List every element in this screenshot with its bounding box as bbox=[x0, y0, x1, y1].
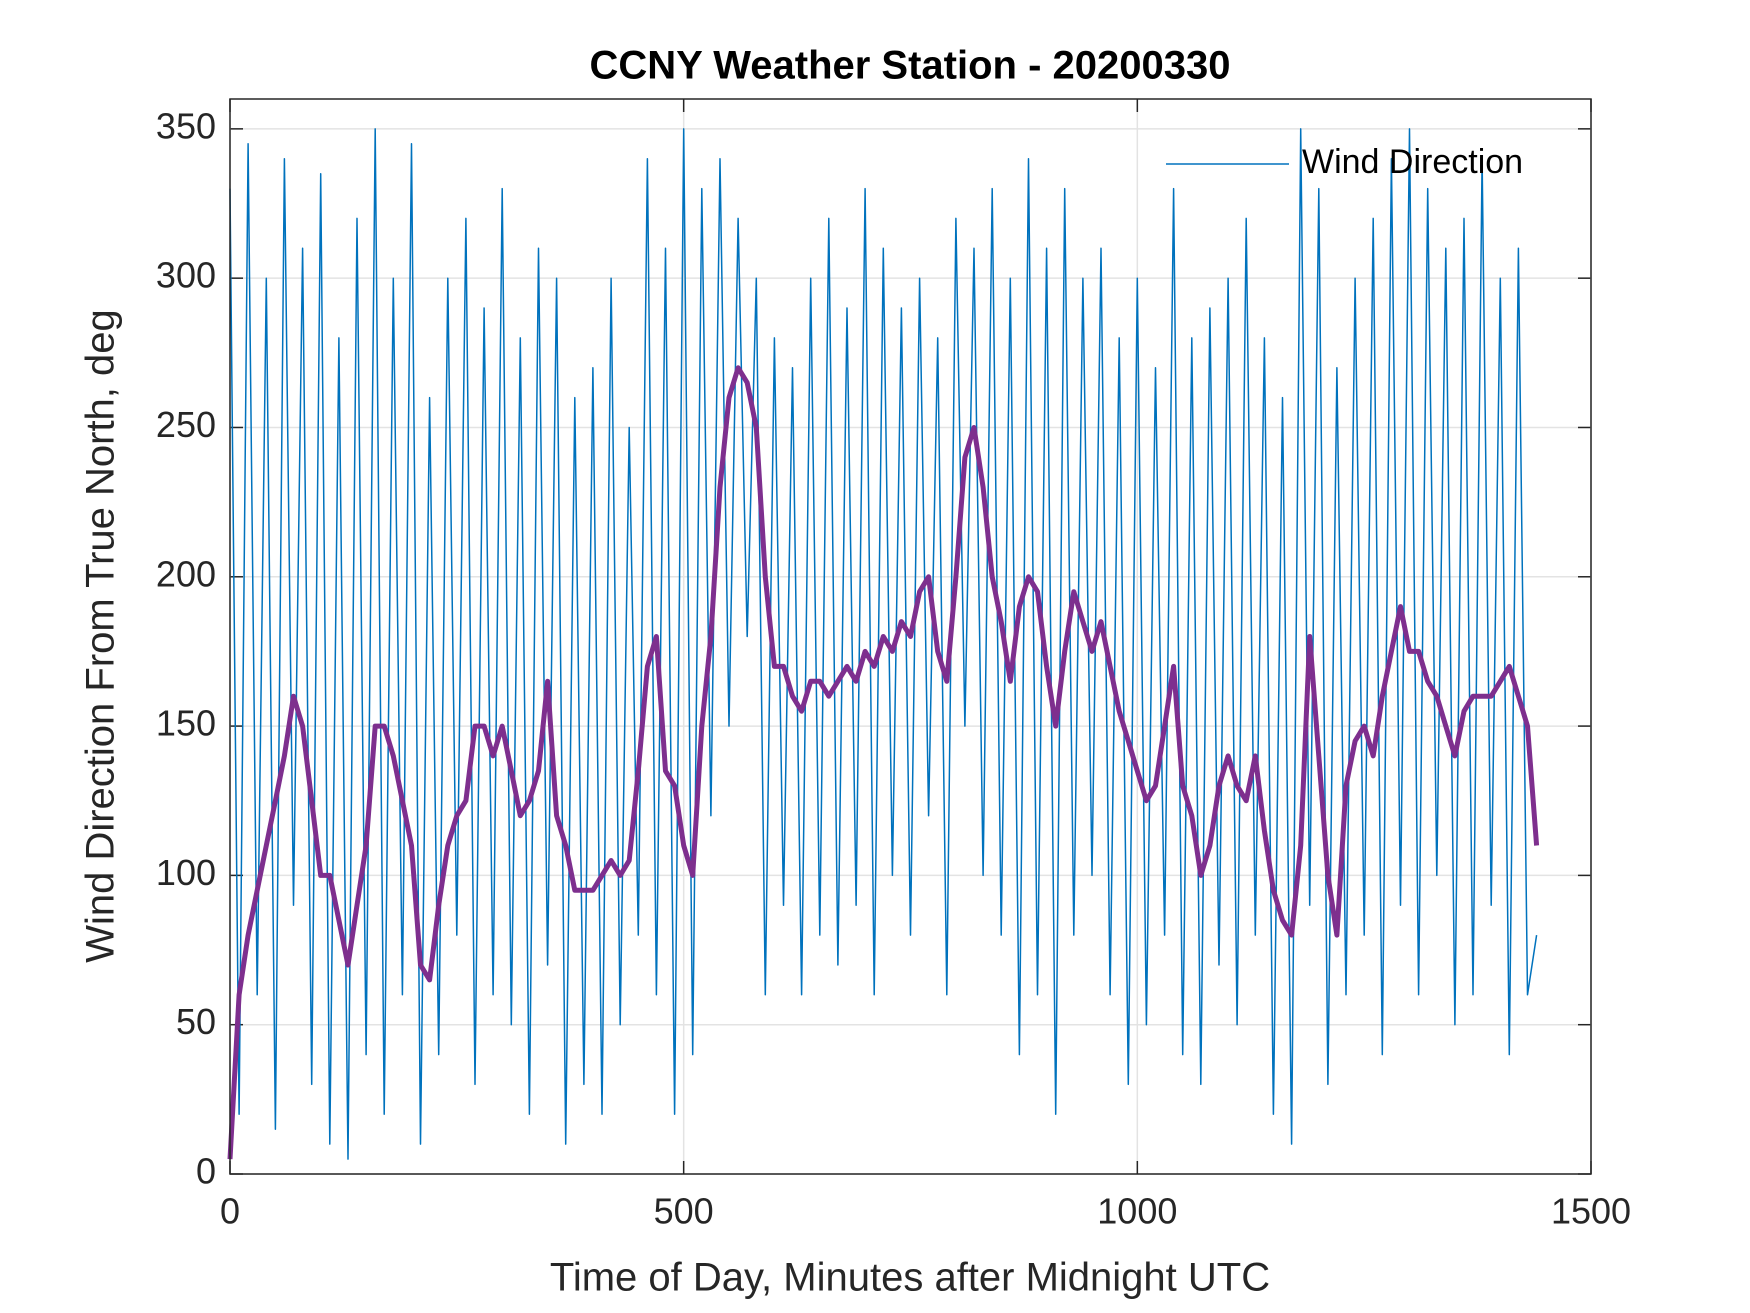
y-tick-label: 300 bbox=[156, 255, 216, 296]
y-tick-label: 250 bbox=[156, 404, 216, 445]
axes-box bbox=[229, 98, 1592, 1175]
chart-title: CCNY Weather Station - 20200330 bbox=[590, 44, 1231, 88]
y-axis-label: Wind Direction From True North, deg bbox=[79, 309, 123, 963]
y-tick-label: 350 bbox=[156, 105, 216, 146]
x-tick-label: 1000 bbox=[1097, 1191, 1177, 1232]
x-tick-label: 1500 bbox=[1551, 1191, 1631, 1232]
data-line bbox=[227, 365, 1540, 1160]
y-tick-label: 200 bbox=[156, 553, 216, 594]
legend-label: Wind Direction bbox=[1302, 143, 1523, 181]
y-tick-label: 150 bbox=[156, 703, 216, 744]
y-tick-label: 100 bbox=[156, 852, 216, 893]
x-axis-label: Time of Day, Minutes after Midnight UTC bbox=[550, 1256, 1270, 1300]
x-tick-label: 0 bbox=[220, 1191, 240, 1232]
x-tick-label: 500 bbox=[654, 1191, 714, 1232]
y-tick-label: 50 bbox=[176, 1001, 216, 1042]
y-tick-label: 0 bbox=[196, 1151, 216, 1192]
data-line bbox=[229, 128, 1538, 1160]
